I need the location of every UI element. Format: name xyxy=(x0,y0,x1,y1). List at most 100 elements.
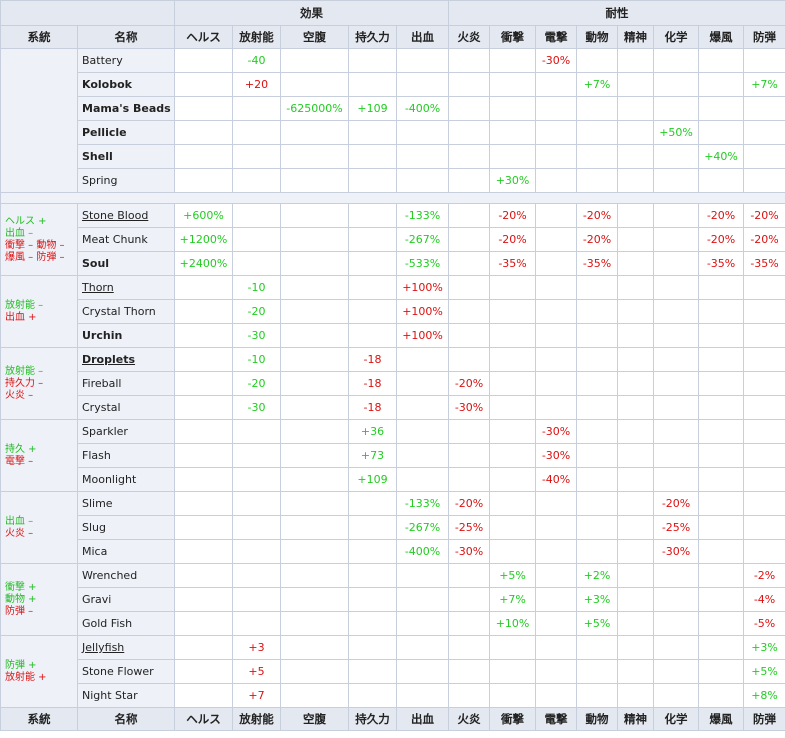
value-cell xyxy=(698,443,745,468)
value-cell: +3% xyxy=(743,635,785,660)
value-cell xyxy=(576,635,619,660)
value-cell xyxy=(576,48,619,73)
column-header-4: 空腹 xyxy=(280,25,349,49)
value-cell xyxy=(280,539,349,564)
value-cell xyxy=(576,144,619,169)
table-row: 出血 – 火炎 – Slime -133% -20% -20% xyxy=(0,491,785,564)
group-label: 防弾 + 放射能 + xyxy=(0,635,78,708)
value-cell xyxy=(653,144,700,169)
value-cell xyxy=(280,275,349,300)
artifact-name: Shell xyxy=(77,144,175,169)
value-cell xyxy=(232,251,281,276)
value-cell xyxy=(348,168,397,193)
value-cell xyxy=(698,491,745,516)
header-blank xyxy=(0,0,175,26)
value-cell: -30 xyxy=(232,395,281,420)
resist-group-header: 耐性 xyxy=(448,0,785,26)
value-cell xyxy=(653,203,700,228)
value-cell: +5% xyxy=(576,611,619,636)
artifact-name[interactable]: Jellyfish xyxy=(77,635,175,660)
value-cell: +2% xyxy=(576,563,619,588)
value-cell xyxy=(617,419,655,444)
value-cell xyxy=(576,299,619,324)
value-cell xyxy=(174,563,233,588)
value-cell xyxy=(395,395,450,420)
value-cell xyxy=(743,168,785,193)
value-cell: -40% xyxy=(535,467,578,492)
value-cell xyxy=(698,611,745,636)
value-cell: -10 xyxy=(232,347,281,372)
artifact-name[interactable]: Thorn xyxy=(77,275,175,300)
value-cell xyxy=(698,683,745,708)
table-row: 放射能 – 出血 + Thorn -10 +100% xyxy=(0,275,785,348)
group-label-line: 持久力 – xyxy=(5,377,44,389)
artifact-name: Flash xyxy=(77,443,175,468)
value-cell xyxy=(743,443,785,468)
value-cell xyxy=(535,203,578,228)
value-cell: -18 xyxy=(348,371,397,396)
value-cell: -30% xyxy=(535,419,578,444)
artifact-name: Crystal xyxy=(77,395,175,420)
group-label-line: 爆風 – 防弾 – xyxy=(5,251,65,263)
value-cell xyxy=(348,587,397,612)
value-cell: +7% xyxy=(743,72,785,97)
value-cell: -533% xyxy=(395,251,450,276)
column-header-9: 電撃 xyxy=(535,707,578,731)
value-cell: -20% xyxy=(698,227,745,252)
value-cell xyxy=(348,611,397,636)
group-label: 持久 + 電撃 – xyxy=(0,419,78,492)
value-cell xyxy=(653,443,700,468)
value-cell: -18 xyxy=(348,395,397,420)
value-cell xyxy=(448,563,491,588)
value-cell xyxy=(617,611,655,636)
value-cell xyxy=(743,467,785,492)
group-label-line: 衝撃 + xyxy=(5,581,37,593)
value-cell xyxy=(617,491,655,516)
value-cell: +1200% xyxy=(174,227,233,252)
group-label-line: 放射能 – xyxy=(5,299,44,311)
value-cell: +2400% xyxy=(174,251,233,276)
value-cell xyxy=(174,611,233,636)
value-cell xyxy=(653,72,700,97)
value-cell xyxy=(698,299,745,324)
artifact-name: Spring xyxy=(77,168,175,193)
group-label-line: 出血 – xyxy=(5,227,34,239)
value-cell: -35% xyxy=(698,251,745,276)
artifact-name: Crystal Thorn xyxy=(77,299,175,324)
artifact-name[interactable]: Droplets xyxy=(77,347,175,372)
column-header-11: 精神 xyxy=(617,707,655,731)
value-cell xyxy=(348,323,397,348)
value-cell xyxy=(448,168,491,193)
value-cell xyxy=(576,323,619,348)
value-cell: -35% xyxy=(743,251,785,276)
value-cell xyxy=(280,587,349,612)
group-label-line: 防弾 – xyxy=(5,605,34,617)
value-cell xyxy=(174,419,233,444)
group-label-line: 放射能 + xyxy=(5,671,47,683)
value-cell xyxy=(174,120,233,145)
value-cell xyxy=(448,419,491,444)
value-cell xyxy=(698,72,745,97)
value-cell xyxy=(448,251,491,276)
artifact-name[interactable]: Stone Blood xyxy=(77,203,175,228)
column-header-7: 火炎 xyxy=(448,25,491,49)
value-cell xyxy=(280,323,349,348)
value-cell: +7 xyxy=(232,683,281,708)
value-cell xyxy=(535,539,578,564)
value-cell xyxy=(535,251,578,276)
value-cell xyxy=(395,587,450,612)
table-row: Mica -400% -30% -30% xyxy=(1,539,785,564)
value-cell xyxy=(698,539,745,564)
value-cell xyxy=(174,683,233,708)
value-cell xyxy=(232,539,281,564)
value-cell xyxy=(348,539,397,564)
table-row: 放射能 – 持久力 – 火炎 – Droplets -10 -18 xyxy=(0,347,785,420)
spacer-cell xyxy=(0,192,785,204)
group-label xyxy=(0,48,78,193)
group-label: 出血 – 火炎 – xyxy=(0,491,78,564)
value-cell xyxy=(348,635,397,660)
value-cell xyxy=(743,395,785,420)
value-cell: -20% xyxy=(653,491,700,516)
value-cell xyxy=(174,347,233,372)
value-cell xyxy=(489,419,537,444)
